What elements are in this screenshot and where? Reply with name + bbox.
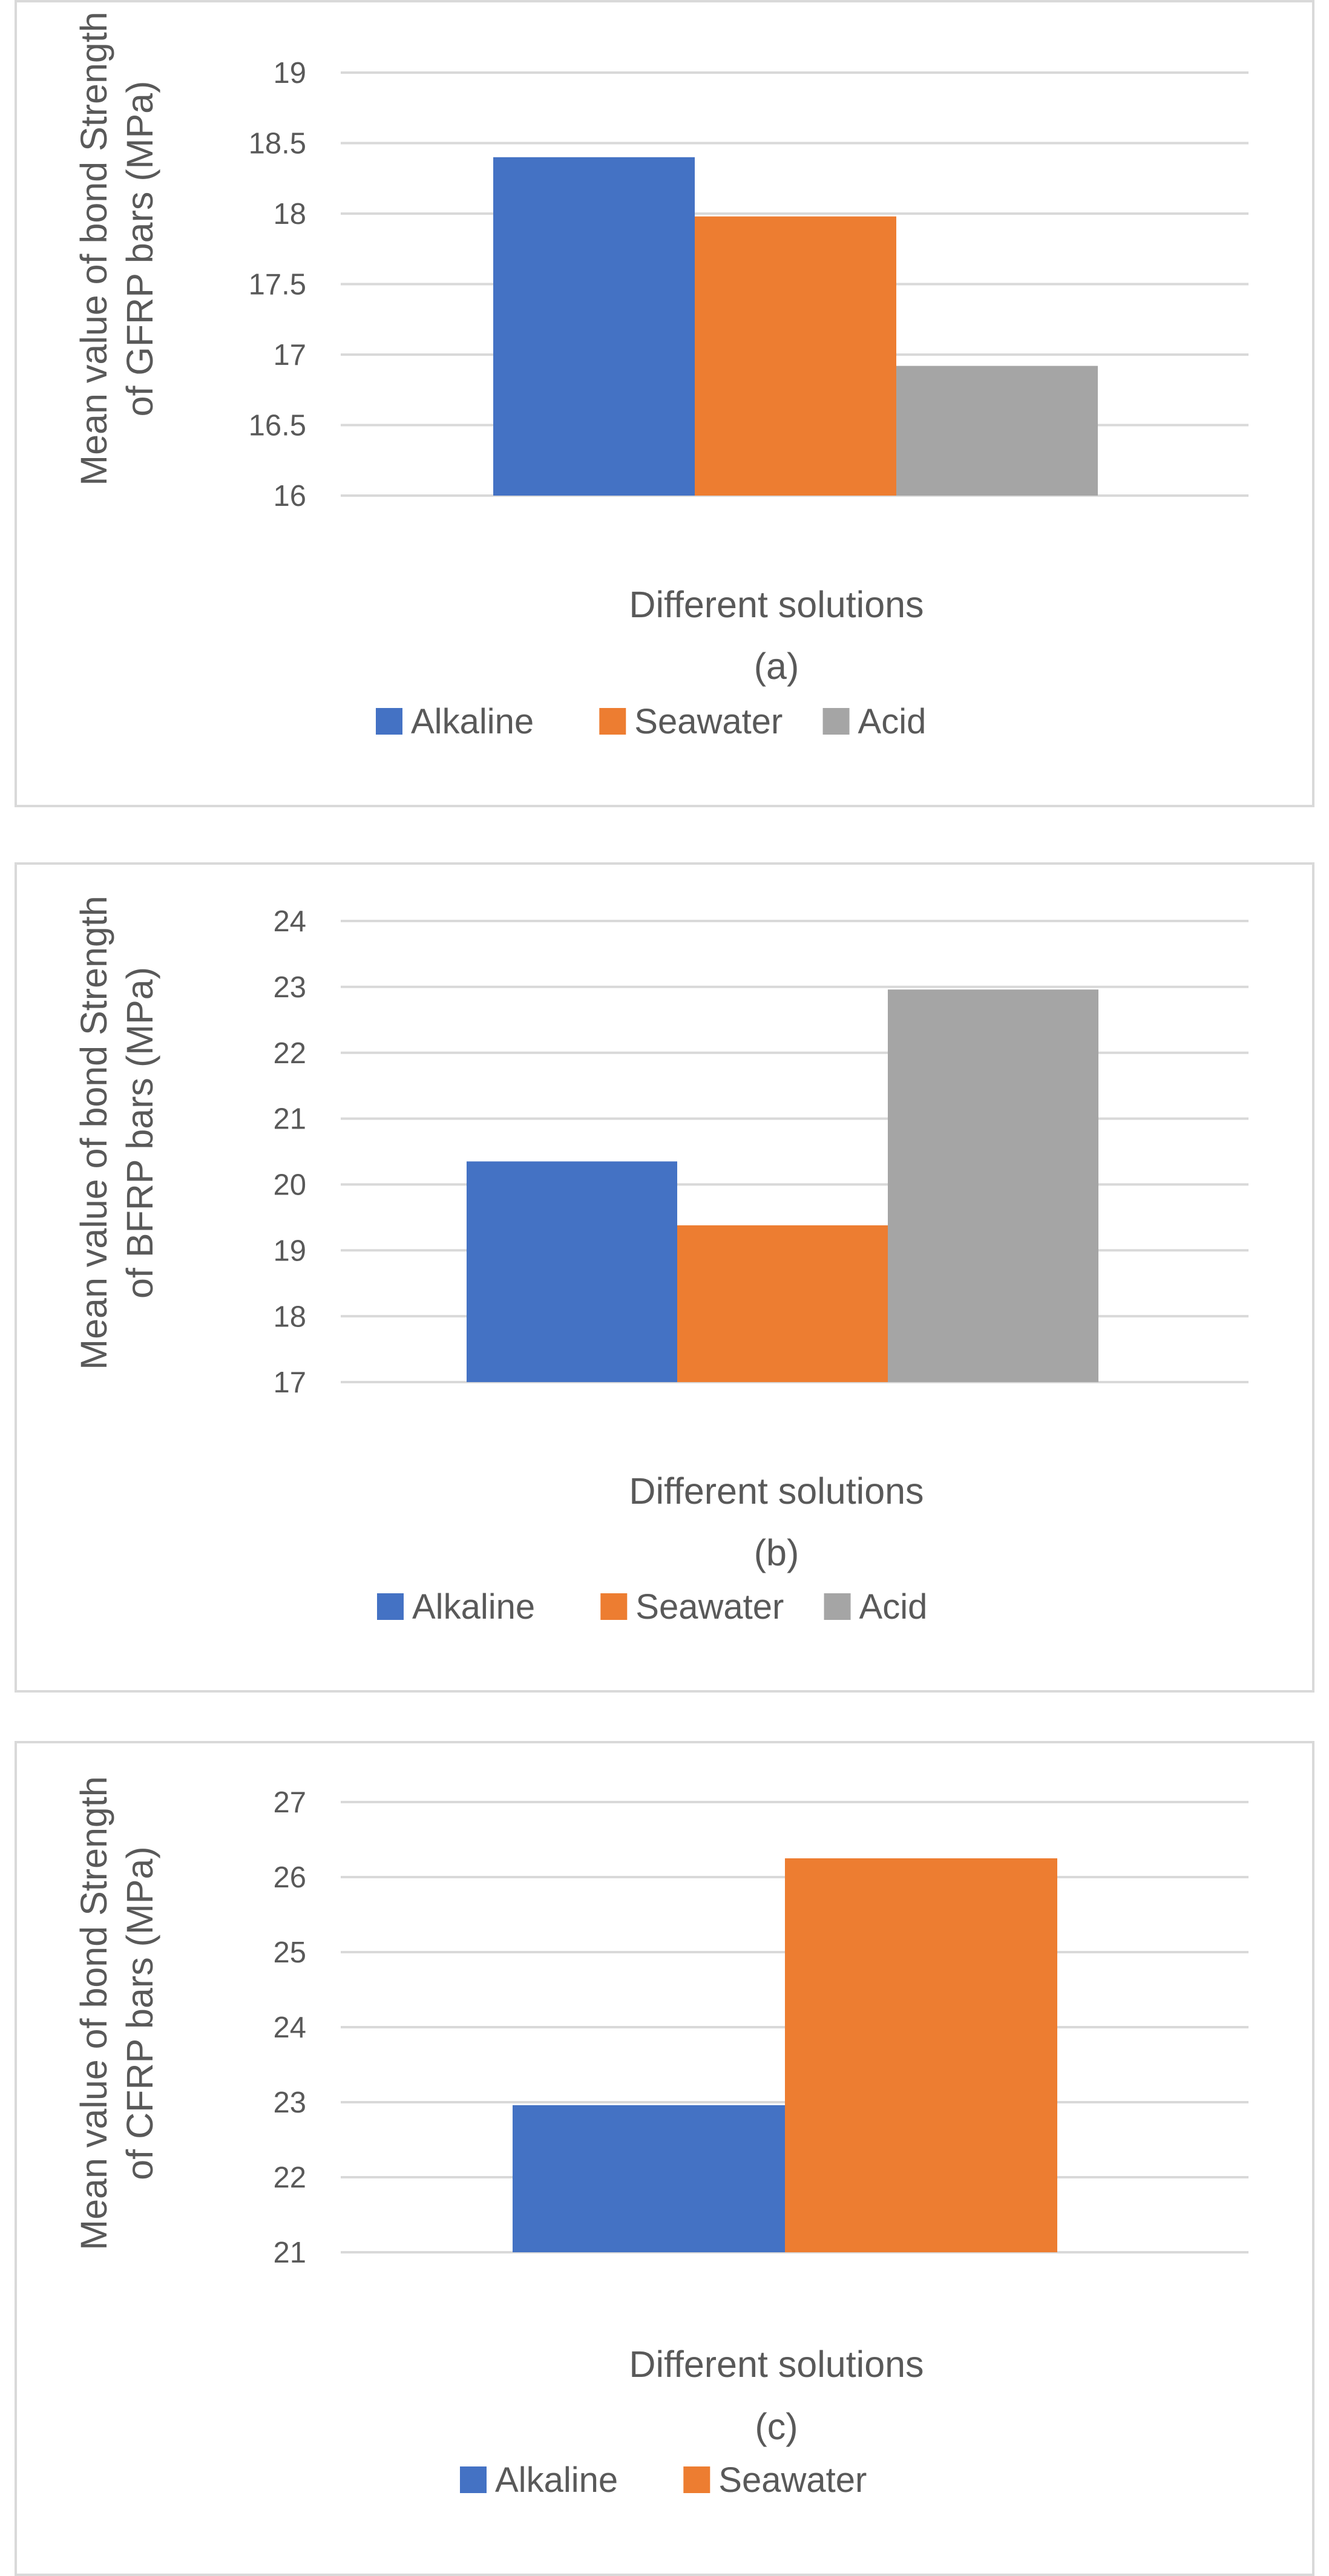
panel-label: (b) bbox=[754, 1532, 799, 1573]
bar-seawater bbox=[677, 1225, 888, 1382]
legend-label: Acid bbox=[859, 1587, 928, 1627]
legend-swatch bbox=[460, 2466, 487, 2493]
legend-swatch bbox=[599, 708, 626, 735]
legend-label: Seawater bbox=[718, 2460, 867, 2500]
bar-seawater bbox=[785, 1858, 1057, 2252]
legend-swatch bbox=[600, 1593, 628, 1620]
y-tick-label: 19 bbox=[273, 1234, 306, 1267]
y-tick-label: 17 bbox=[273, 1366, 306, 1399]
y-axis-label: Mean value of bond Strength of BFRP bars … bbox=[73, 896, 160, 1369]
y-tick-label: 23 bbox=[273, 2086, 306, 2119]
y-tick-label: 18 bbox=[273, 198, 306, 231]
y-tick-label: 24 bbox=[273, 2011, 306, 2044]
y-tick-label: 21 bbox=[273, 2237, 306, 2269]
y-tick-label: 17.5 bbox=[249, 269, 306, 301]
chart-panel-b: 17 18 19 20 21 22 23 24 Mean value of bond Stren… bbox=[15, 862, 1314, 1693]
chart-panel-a: 16 16.5 17 17.5 18 18.5 19 Mean value of bond S… bbox=[15, 0, 1314, 807]
bar-acid bbox=[896, 365, 1098, 496]
legend-item-acid: Acid bbox=[822, 702, 927, 741]
y-tick-label: 26 bbox=[273, 1861, 306, 1894]
y-axis-ticks: 21 22 23 24 25 26 27 bbox=[273, 1786, 306, 2269]
bar-seawater bbox=[695, 216, 896, 496]
legend-item-alkaline: Alkaline bbox=[460, 2460, 618, 2500]
legend-item-alkaline: Alkaline bbox=[377, 1587, 535, 1627]
bar-chart-gfrp: 16 16.5 17 17.5 18 18.5 19 Mean value of bond S… bbox=[73, 11, 1249, 741]
legend-label: Acid bbox=[858, 702, 927, 741]
bar-alkaline bbox=[513, 2105, 785, 2252]
y-tick-label: 25 bbox=[273, 1936, 306, 1969]
y-axis-ticks: 16 16.5 17 17.5 18 18.5 19 bbox=[249, 57, 306, 513]
y-tick-label: 19 bbox=[273, 57, 306, 90]
legend-label: Seawater bbox=[634, 702, 783, 741]
y-tick-label: 18.5 bbox=[249, 128, 306, 160]
legend-label: Alkaline bbox=[495, 2460, 618, 2500]
y-tick-label: 16 bbox=[273, 480, 306, 513]
legend-swatch bbox=[683, 2466, 710, 2493]
legend-item-seawater: Seawater bbox=[599, 702, 783, 741]
legend-label: Seawater bbox=[635, 1587, 784, 1627]
y-tick-label: 27 bbox=[273, 1786, 306, 1819]
bar-alkaline bbox=[467, 1161, 677, 1382]
legend-item-seawater: Seawater bbox=[600, 1587, 784, 1627]
bars bbox=[493, 157, 1098, 496]
bar-chart-cfrp: 21 22 23 24 25 26 27 Mean value of bond Strengt… bbox=[73, 1776, 1249, 2500]
bar-chart-bfrp: 17 18 19 20 21 22 23 24 Mean value of bond Stren… bbox=[73, 896, 1249, 1627]
panel-label: (a) bbox=[754, 646, 799, 687]
y-tick-label: 22 bbox=[273, 1037, 306, 1070]
legend: Alkaline Seawater Acid bbox=[376, 702, 926, 741]
legend-item-alkaline: Alkaline bbox=[376, 702, 534, 741]
y-tick-label: 20 bbox=[273, 1169, 306, 1202]
y-tick-label: 16.5 bbox=[249, 410, 306, 442]
legend-swatch bbox=[822, 708, 850, 735]
x-axis-label: Different solutions bbox=[629, 2344, 924, 2385]
y-tick-label: 21 bbox=[273, 1103, 306, 1136]
y-axis-ticks: 17 18 19 20 21 22 23 24 bbox=[273, 905, 306, 1399]
panel-label: (c) bbox=[755, 2406, 798, 2447]
legend-swatch bbox=[377, 1593, 404, 1620]
chart-panel-c: 21 22 23 24 25 26 27 Mean value of bond Strengt… bbox=[15, 1741, 1314, 2576]
legend-item-seawater: Seawater bbox=[683, 2460, 867, 2500]
legend-item-acid: Acid bbox=[824, 1587, 928, 1627]
legend-label: Alkaline bbox=[412, 1587, 535, 1627]
y-tick-label: 17 bbox=[273, 339, 306, 372]
y-tick-label: 24 bbox=[273, 905, 306, 938]
legend: Alkaline Seawater Acid bbox=[377, 1587, 927, 1627]
x-axis-label: Different solutions bbox=[629, 584, 924, 625]
x-axis-label: Different solutions bbox=[629, 1470, 924, 1512]
legend-swatch bbox=[824, 1593, 851, 1620]
y-tick-label: 18 bbox=[273, 1300, 306, 1333]
y-axis-label: Mean value of bond Strength of CFRP bars … bbox=[73, 1776, 160, 2250]
legend: Alkaline Seawater bbox=[460, 2460, 867, 2500]
y-tick-label: 22 bbox=[273, 2161, 306, 2194]
bar-acid bbox=[888, 989, 1098, 1382]
bars bbox=[467, 989, 1098, 1382]
y-axis-label: Mean value of bond Strength of GFRP bars … bbox=[73, 11, 160, 485]
bar-alkaline bbox=[493, 157, 695, 496]
bars bbox=[513, 1858, 1057, 2252]
y-tick-label: 23 bbox=[273, 971, 306, 1004]
legend-swatch bbox=[376, 708, 402, 735]
legend-label: Alkaline bbox=[411, 702, 534, 741]
